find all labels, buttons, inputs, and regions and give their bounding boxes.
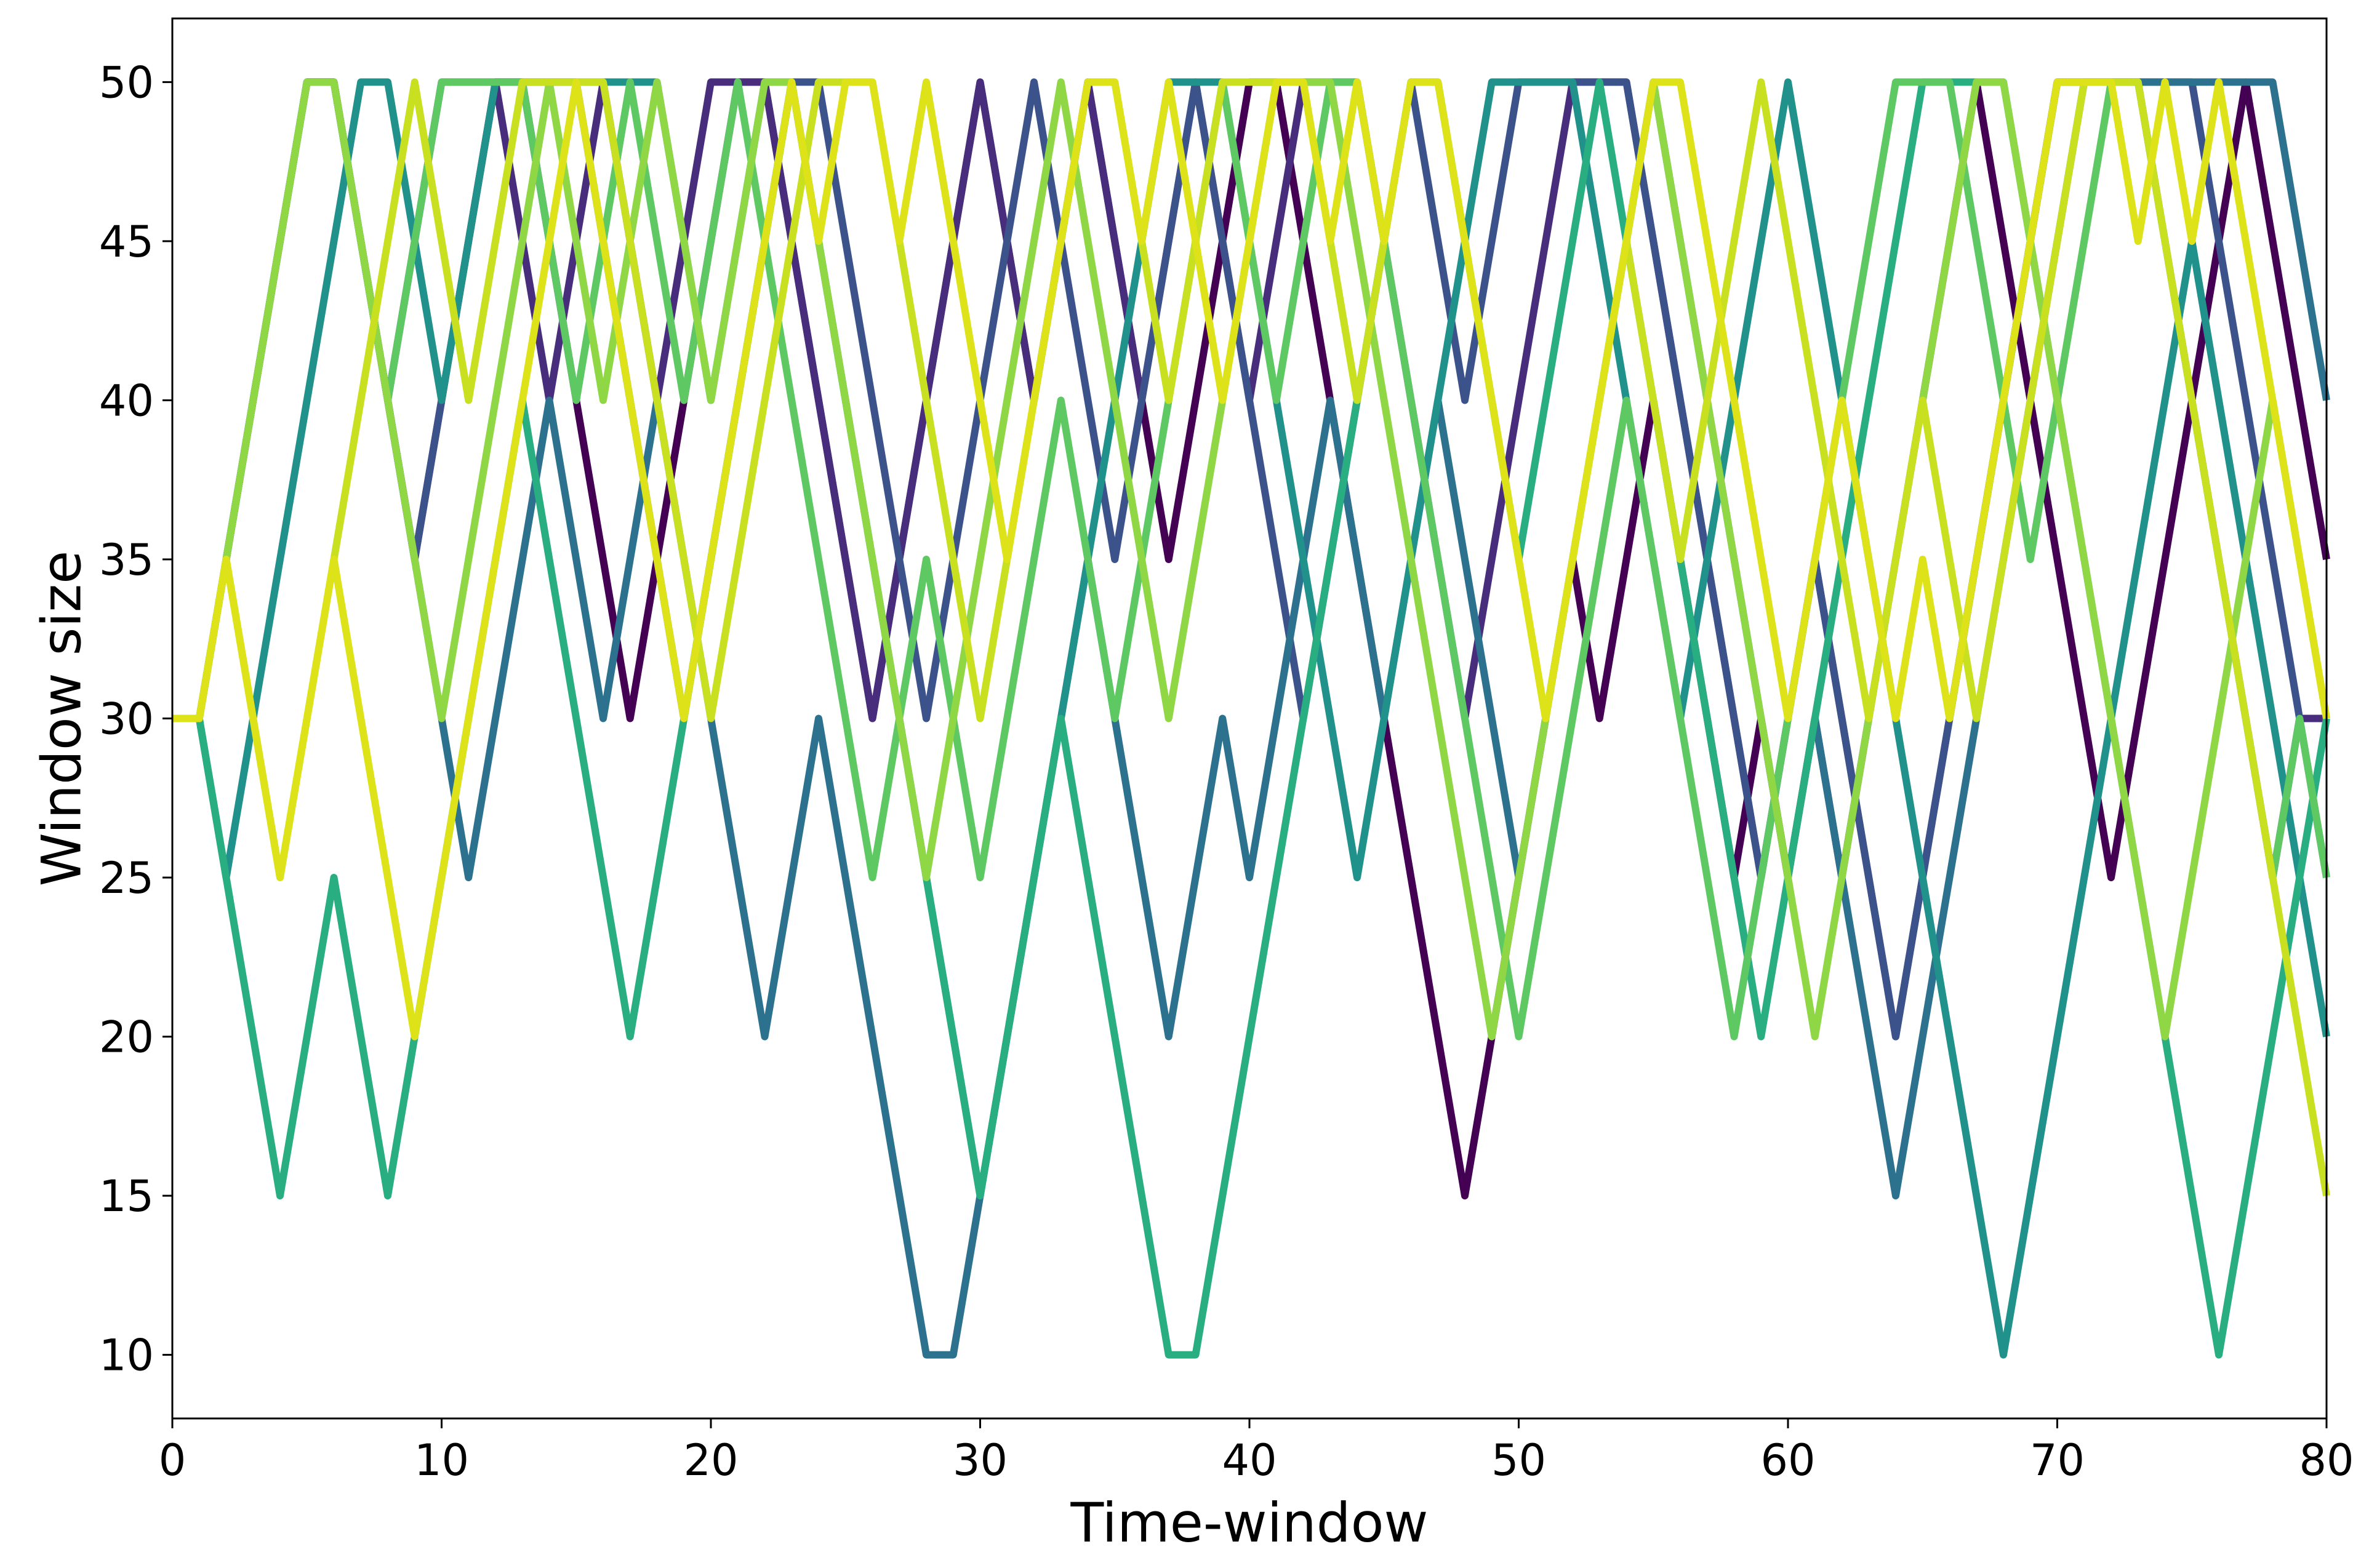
x-tick-label: 50 (1491, 1435, 1546, 1486)
y-axis: 10 15 20 25 30 35 40 45 50 (99, 57, 172, 1381)
y-tick-label: 30 (99, 694, 154, 745)
series-layer (172, 78, 2330, 1359)
series-line-10 (172, 78, 2330, 1041)
y-tick-label: 10 (99, 1330, 154, 1381)
x-tick-label: 20 (683, 1435, 738, 1486)
x-tick-label: 0 (159, 1435, 186, 1486)
x-tick-label: 70 (2030, 1435, 2085, 1486)
x-tick-label: 80 (2299, 1435, 2354, 1486)
series-line-6 (172, 78, 2330, 1359)
y-tick-label: 40 (99, 375, 154, 426)
x-tick-label: 10 (414, 1435, 469, 1486)
series-line-9 (172, 78, 2330, 1197)
y-tick-label: 20 (99, 1012, 154, 1063)
y-tick-label: 25 (99, 853, 154, 903)
x-tick-label: 30 (953, 1435, 1008, 1486)
y-tick-label: 35 (99, 535, 154, 585)
y-tick-label: 15 (99, 1171, 154, 1222)
x-axis: 0 10 20 30 40 50 60 70 80 (159, 1418, 2354, 1486)
y-axis-title: Window size (30, 551, 94, 887)
x-tick-label: 60 (1760, 1435, 1815, 1486)
y-tick-label: 45 (99, 217, 154, 267)
series-line-4 (172, 78, 2330, 1359)
y-tick-label: 50 (99, 57, 154, 108)
x-axis-title: Time-window (1070, 1491, 1429, 1554)
x-tick-label: 40 (1222, 1435, 1277, 1486)
